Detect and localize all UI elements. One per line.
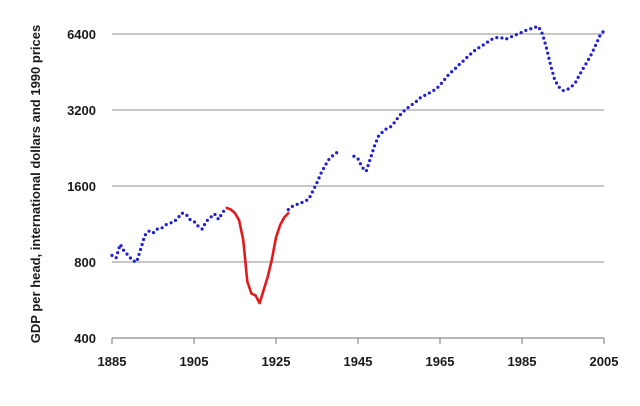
x-tick-label: 1925 — [262, 354, 291, 369]
x-tick-label: 1985 — [508, 354, 537, 369]
series-line-3 — [286, 150, 340, 212]
x-tick-label: 1965 — [426, 354, 455, 369]
y-axis-label: GDP per head, international dollars and … — [28, 25, 43, 343]
x-tick-label: 1905 — [180, 354, 209, 369]
axes — [111, 337, 605, 344]
series-line-2 — [225, 206, 290, 305]
grid — [112, 33, 604, 263]
y-tick-label: 800 — [74, 255, 96, 270]
series-line-1 — [110, 206, 229, 264]
y-tick-label: 1600 — [67, 179, 96, 194]
y-tick-label: 3200 — [67, 103, 96, 118]
x-tick-label: 1885 — [98, 354, 127, 369]
y-tick-label: 6400 — [67, 27, 96, 42]
tick-labels: 400 800 1600 3200 6400 1885 1905 1925 1945 1965 19… — [67, 27, 618, 369]
x-tick-label: 2005 — [590, 354, 619, 369]
y-tick-label: 400 — [74, 331, 96, 346]
series — [110, 24, 606, 305]
x-tick-label: 1945 — [344, 354, 373, 369]
series-line-4 — [352, 24, 606, 173]
